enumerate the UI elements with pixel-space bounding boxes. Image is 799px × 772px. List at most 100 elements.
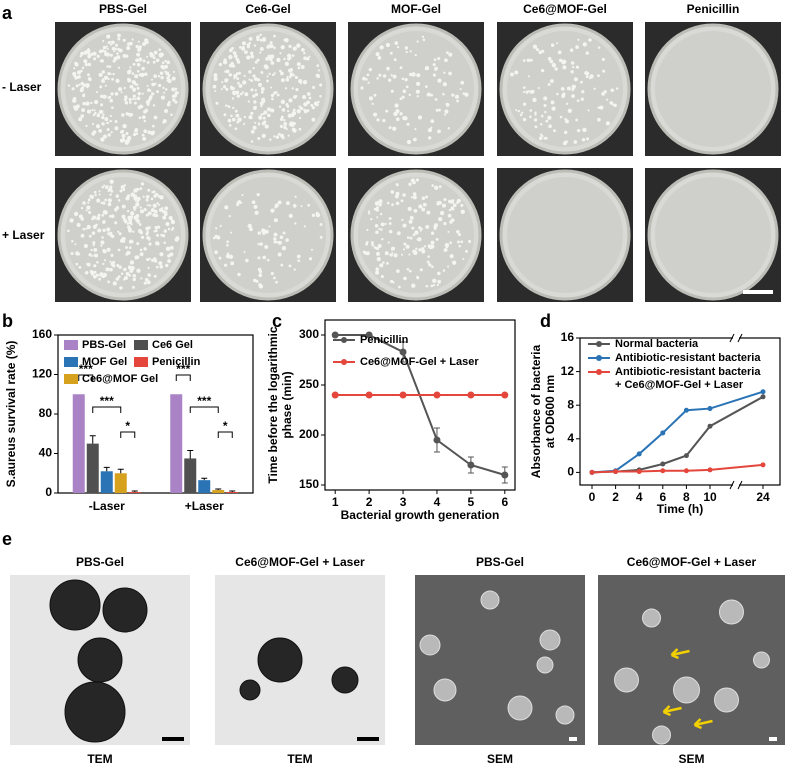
colony <box>412 192 417 196</box>
colony <box>399 66 403 70</box>
colony <box>80 114 85 118</box>
colony <box>125 54 129 58</box>
colony <box>129 66 132 69</box>
colony <box>254 210 259 215</box>
colony <box>376 216 379 219</box>
colony <box>415 247 418 250</box>
colony <box>104 117 109 122</box>
significance-label: *** <box>197 394 211 408</box>
error-bar <box>201 477 208 481</box>
colony <box>386 261 389 265</box>
colony <box>270 54 275 59</box>
colony <box>165 210 168 214</box>
x-tick-label: 4 <box>636 490 643 504</box>
colony <box>125 196 130 201</box>
colony <box>271 97 274 101</box>
colony <box>311 213 316 217</box>
colony <box>402 89 407 94</box>
colony <box>430 126 433 129</box>
colony <box>253 44 257 47</box>
significance-bracket <box>189 406 219 413</box>
colony <box>100 110 104 114</box>
colony <box>120 130 124 134</box>
colony <box>267 54 272 59</box>
colony <box>109 119 112 123</box>
panel-label: e <box>2 529 12 549</box>
colony <box>289 72 294 77</box>
y-tick-label: 300 <box>299 327 319 341</box>
colony <box>233 54 238 58</box>
colony <box>93 109 96 112</box>
colony <box>90 272 95 276</box>
panel-label: a <box>2 3 13 23</box>
colony <box>147 188 151 192</box>
colony <box>597 117 601 122</box>
colony <box>110 214 115 219</box>
colony <box>119 238 124 243</box>
colony <box>121 113 125 117</box>
colony <box>232 87 235 90</box>
colony <box>424 66 430 71</box>
colony <box>107 189 110 193</box>
colony <box>112 59 116 63</box>
colony <box>402 193 406 197</box>
colony <box>159 195 164 200</box>
colony <box>609 101 614 105</box>
colony <box>297 259 301 263</box>
colony <box>519 113 523 117</box>
error-bar <box>117 468 124 474</box>
cell <box>77 637 123 683</box>
colony <box>126 209 130 213</box>
colony <box>75 262 79 266</box>
colony <box>438 185 442 189</box>
colony <box>85 124 88 128</box>
colony <box>80 81 84 86</box>
colony <box>151 191 154 194</box>
colony <box>421 35 425 38</box>
colony <box>239 92 243 96</box>
colony <box>248 41 252 45</box>
y-axis-label: Time before the logarithmicphase (min) <box>266 326 294 483</box>
colony <box>434 223 439 228</box>
plate-row-label: - Laser <box>2 80 42 94</box>
colony <box>162 234 166 238</box>
colony <box>147 266 150 269</box>
colony <box>405 50 408 54</box>
colony <box>535 48 539 52</box>
colony <box>76 70 82 75</box>
colony <box>411 72 416 77</box>
colony <box>80 86 84 90</box>
colony <box>577 38 580 41</box>
colony <box>167 78 172 84</box>
colony <box>399 112 403 116</box>
colony <box>308 257 313 261</box>
colony <box>160 64 165 69</box>
colony <box>311 106 315 110</box>
colony <box>315 211 319 215</box>
colony <box>241 41 247 46</box>
colony <box>114 43 119 47</box>
colony <box>539 133 543 136</box>
colony <box>104 84 107 87</box>
data-point <box>365 331 373 339</box>
colony <box>136 187 139 190</box>
colony <box>570 70 574 74</box>
colony <box>398 285 401 289</box>
colony <box>580 80 583 84</box>
legend-marker <box>341 359 347 365</box>
colony <box>246 55 251 60</box>
colony <box>153 209 158 214</box>
colony <box>139 252 144 257</box>
colony <box>167 100 171 104</box>
colony <box>567 108 573 113</box>
colony <box>116 52 119 55</box>
colony <box>77 222 80 226</box>
agar <box>655 177 771 293</box>
colony <box>390 190 395 194</box>
y-tick-label: 80 <box>39 406 53 420</box>
colony <box>526 58 531 63</box>
colony <box>460 240 464 244</box>
colony <box>281 136 285 140</box>
colony <box>93 264 97 268</box>
colony <box>454 94 459 99</box>
